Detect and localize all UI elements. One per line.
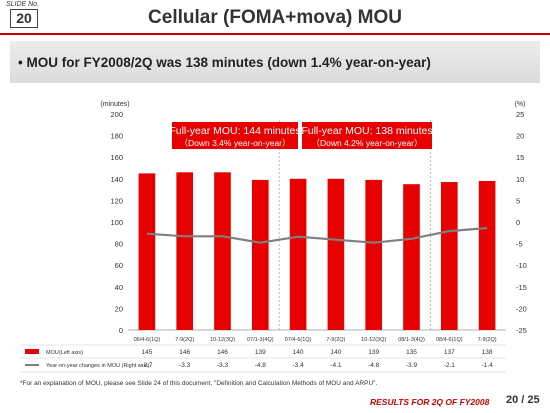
page-number: 20 / 25 — [506, 394, 540, 406]
legend-swatch-mou — [25, 349, 39, 354]
mou-bar — [327, 178, 345, 330]
category-label: 7-9(2Q) — [326, 337, 345, 343]
legend-label-yoy: Year-on-year changes in MOU (Right axis) — [46, 363, 150, 369]
left-tick-label: 200 — [110, 110, 123, 119]
footnote: *For an explanation of MOU, please see S… — [20, 380, 378, 387]
mou-value-label: 140 — [293, 349, 304, 356]
left-tick-label: 180 — [110, 132, 123, 141]
category-label: 08/1-3(4Q) — [398, 337, 425, 343]
mou-value-label: 139 — [255, 349, 266, 356]
mou-value-label: 139 — [368, 349, 379, 356]
mou-value-label: 135 — [406, 349, 417, 356]
mou-bar — [214, 172, 231, 330]
title-divider — [0, 33, 550, 35]
annotation-line1: Full-year MOU: 138 minutes — [301, 125, 432, 137]
mou-value-label: 145 — [141, 349, 152, 356]
right-tick-label: 10 — [516, 175, 524, 184]
yoy-value-label: -3.4 — [292, 362, 304, 369]
category-label: 06/4-6(1Q) — [134, 337, 161, 343]
category-label: 08/4-6(1Q) — [436, 337, 463, 343]
mou-bar — [251, 179, 269, 330]
yoy-value-label: -3.9 — [406, 362, 418, 369]
left-tick-label: 60 — [115, 261, 123, 270]
left-tick-label: 40 — [115, 283, 123, 292]
right-tick-label: -20 — [516, 304, 527, 313]
mou-value-label: 140 — [330, 349, 341, 356]
yoy-value-label: -3.3 — [217, 362, 229, 369]
right-tick-label: -5 — [516, 240, 523, 249]
mou-bar — [138, 173, 156, 330]
footer-results-label: RESULTS FOR 2Q OF FY2008 — [370, 397, 490, 407]
annotation-line2: （Down 3.4% year-on-year） — [179, 138, 290, 148]
mou-bar — [365, 179, 383, 330]
left-tick-label: 120 — [110, 196, 123, 205]
headline-text: • MOU for FY2008/2Q was 138 minutes (dow… — [18, 55, 431, 70]
right-axis-title: (%) — [515, 101, 526, 108]
mou-bar — [403, 184, 420, 330]
yoy-value-label: -4.8 — [255, 362, 267, 369]
category-label: 10-12(3Q) — [361, 337, 386, 343]
annotation-line2: （Down 4.2% year-on-year） — [311, 138, 422, 148]
yoy-value-label: -4.1 — [330, 362, 342, 369]
category-label: 10-12(3Q) — [210, 337, 235, 343]
mou-bar — [289, 178, 307, 330]
yoy-value-label: -2.7 — [141, 362, 153, 369]
page-title: Cellular (FOMA+mova) MOU — [148, 7, 402, 28]
right-tick-label: 25 — [516, 110, 524, 119]
category-label: 07/4-6(1Q) — [285, 337, 312, 343]
right-tick-label: -25 — [516, 326, 527, 335]
mou-value-label: 137 — [444, 349, 455, 356]
yoy-value-label: -4.8 — [368, 362, 380, 369]
category-label: 7-9(2Q) — [175, 337, 194, 343]
annotation-box — [172, 122, 298, 149]
annotation-line1: Full-year MOU: 144 minutes — [169, 125, 300, 137]
slide-number-box: 20 — [10, 9, 38, 28]
yoy-value-label: -1.4 — [481, 362, 493, 369]
mou-value-label: 138 — [482, 349, 493, 356]
yoy-change-line — [146, 226, 488, 244]
right-tick-label: -10 — [516, 261, 527, 270]
left-tick-label: 20 — [115, 304, 123, 313]
left-tick-label: 0 — [119, 326, 123, 335]
left-tick-label: 80 — [115, 240, 123, 249]
headline-band — [10, 41, 540, 83]
mou-value-label: 146 — [179, 349, 190, 356]
right-tick-label: 0 — [516, 218, 520, 227]
yoy-value-label: -2.1 — [444, 362, 456, 369]
left-tick-label: 160 — [110, 153, 123, 162]
category-label: 07/1-3(4Q) — [247, 337, 274, 343]
category-label: 7-9(2Q) — [478, 337, 497, 343]
mou-value-label: 146 — [217, 349, 228, 356]
left-tick-label: 140 — [110, 175, 123, 184]
left-tick-label: 100 — [110, 218, 123, 227]
mou-bar — [478, 180, 496, 330]
legend-label-mou: MOU(Left axis) — [46, 350, 83, 356]
mou-bar — [176, 172, 194, 330]
mou-bar — [440, 182, 458, 330]
slide-number-label: SLIDE No. — [6, 1, 40, 8]
annotation-box — [302, 122, 432, 149]
right-tick-label: 5 — [516, 196, 520, 205]
yoy-value-label: -3.3 — [179, 362, 191, 369]
right-tick-label: 20 — [516, 132, 524, 141]
right-tick-label: 15 — [516, 153, 524, 162]
left-axis-title: (minutes) — [100, 101, 129, 108]
right-tick-label: -15 — [516, 283, 527, 292]
